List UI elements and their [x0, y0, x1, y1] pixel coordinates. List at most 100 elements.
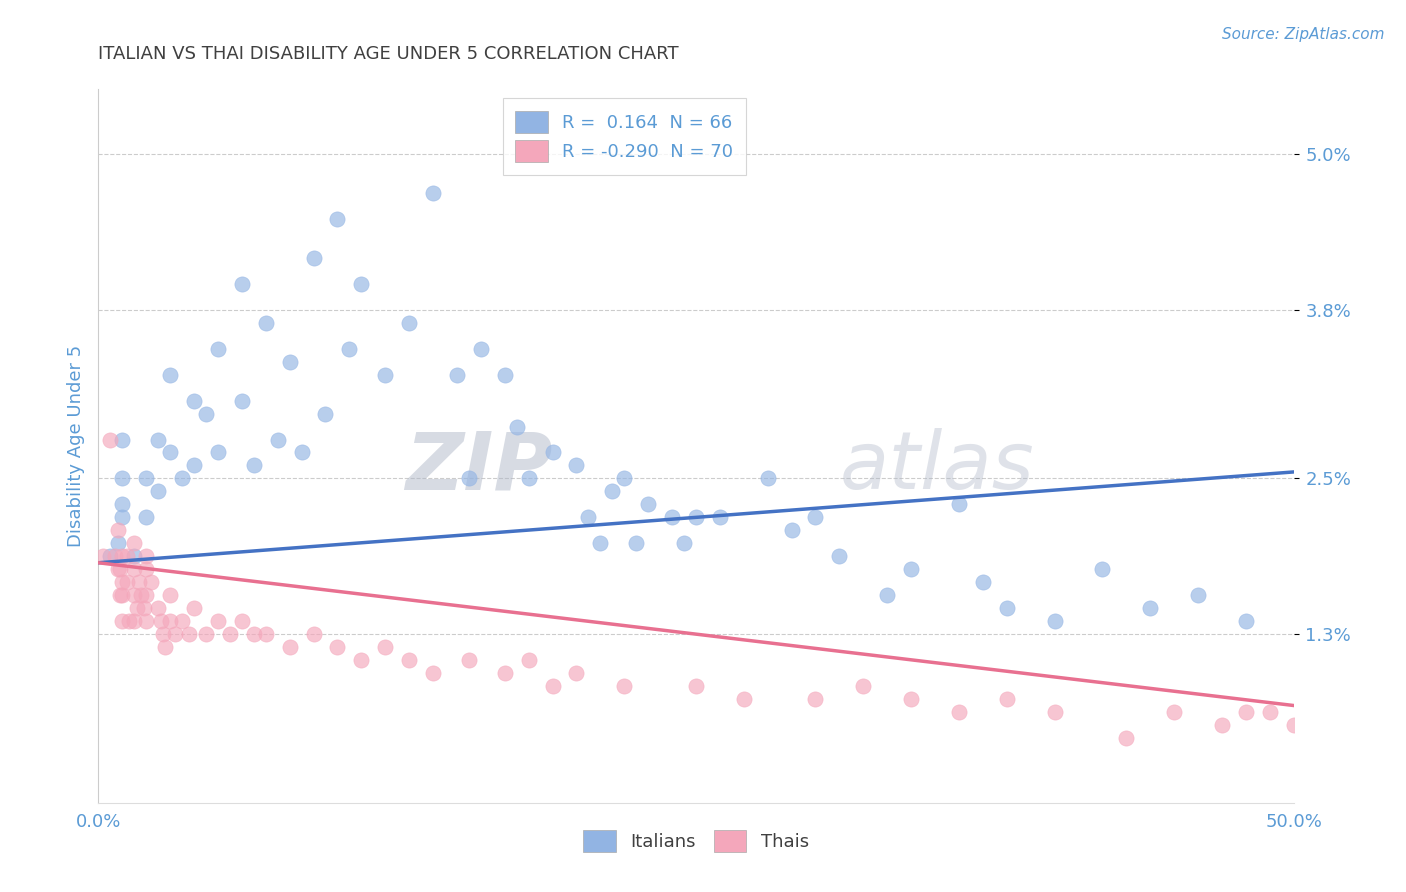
Point	[111, 614, 134, 628]
Point	[780, 524, 803, 538]
Point	[231, 277, 253, 291]
Point	[995, 692, 1018, 706]
Point	[494, 666, 516, 681]
Point	[661, 510, 683, 524]
Point	[494, 368, 516, 382]
Point	[1282, 718, 1305, 732]
Point	[207, 614, 229, 628]
Point	[302, 627, 325, 641]
Point	[149, 614, 172, 628]
Point	[124, 549, 146, 564]
Point	[374, 368, 396, 382]
Point	[350, 277, 373, 291]
Point	[135, 614, 157, 628]
Point	[207, 445, 229, 459]
Point	[339, 342, 361, 356]
Point	[243, 627, 266, 641]
Point	[517, 471, 540, 485]
Point	[159, 614, 181, 628]
Point	[278, 354, 301, 368]
Point	[602, 484, 624, 499]
Point	[541, 445, 564, 459]
Point	[108, 562, 131, 576]
Point	[207, 342, 229, 356]
Point	[1211, 718, 1233, 732]
Point	[458, 471, 481, 485]
Point	[1187, 588, 1209, 602]
Point	[111, 510, 134, 524]
Text: ITALIAN VS THAI DISABILITY AGE UNDER 5 CORRELATION CHART: ITALIAN VS THAI DISABILITY AGE UNDER 5 C…	[98, 45, 679, 62]
Point	[98, 549, 122, 564]
Point	[231, 393, 253, 408]
Point	[148, 601, 170, 615]
Point	[118, 614, 141, 628]
Text: Source: ZipAtlas.com: Source: ZipAtlas.com	[1222, 27, 1385, 42]
Point	[111, 588, 134, 602]
Point	[128, 575, 150, 590]
Point	[148, 433, 170, 447]
Point	[350, 653, 373, 667]
Point	[804, 510, 827, 524]
Point	[183, 458, 205, 473]
Point	[733, 692, 755, 706]
Point	[685, 510, 707, 524]
Point	[541, 679, 564, 693]
Point	[124, 536, 146, 550]
Point	[626, 536, 648, 550]
Point	[135, 588, 157, 602]
Point	[111, 549, 134, 564]
Point	[302, 251, 325, 265]
Point	[135, 510, 157, 524]
Point	[155, 640, 177, 654]
Point	[948, 705, 970, 719]
Point	[756, 471, 779, 485]
Point	[159, 445, 181, 459]
Point	[254, 627, 277, 641]
Point	[948, 497, 970, 511]
Point	[219, 627, 242, 641]
Point	[613, 471, 636, 485]
Point	[995, 601, 1018, 615]
Point	[159, 588, 181, 602]
Point	[1043, 705, 1066, 719]
Point	[374, 640, 396, 654]
Point	[828, 549, 851, 564]
Point	[1139, 601, 1161, 615]
Point	[108, 588, 131, 602]
Point	[517, 653, 540, 667]
Point	[124, 588, 146, 602]
Point	[565, 666, 588, 681]
Point	[506, 419, 529, 434]
Point	[135, 549, 157, 564]
Point	[115, 575, 138, 590]
Point	[179, 627, 201, 641]
Point	[709, 510, 731, 524]
Point	[900, 562, 922, 576]
Point	[398, 316, 420, 330]
Point	[673, 536, 696, 550]
Point	[107, 536, 129, 550]
Point	[104, 549, 127, 564]
Point	[972, 575, 994, 590]
Point	[278, 640, 301, 654]
Point	[183, 393, 205, 408]
Point	[637, 497, 659, 511]
Point	[131, 588, 153, 602]
Point	[1258, 705, 1281, 719]
Point	[589, 536, 612, 550]
Point	[231, 614, 253, 628]
Point	[613, 679, 636, 693]
Point	[163, 627, 186, 641]
Point	[111, 471, 134, 485]
Point	[125, 601, 148, 615]
Point	[124, 614, 146, 628]
Point	[124, 562, 146, 576]
Point	[326, 211, 349, 226]
Point	[132, 601, 155, 615]
Point	[172, 614, 194, 628]
Point	[139, 575, 162, 590]
Point	[852, 679, 875, 693]
Point	[107, 562, 129, 576]
Point	[876, 588, 898, 602]
Point	[1234, 705, 1257, 719]
